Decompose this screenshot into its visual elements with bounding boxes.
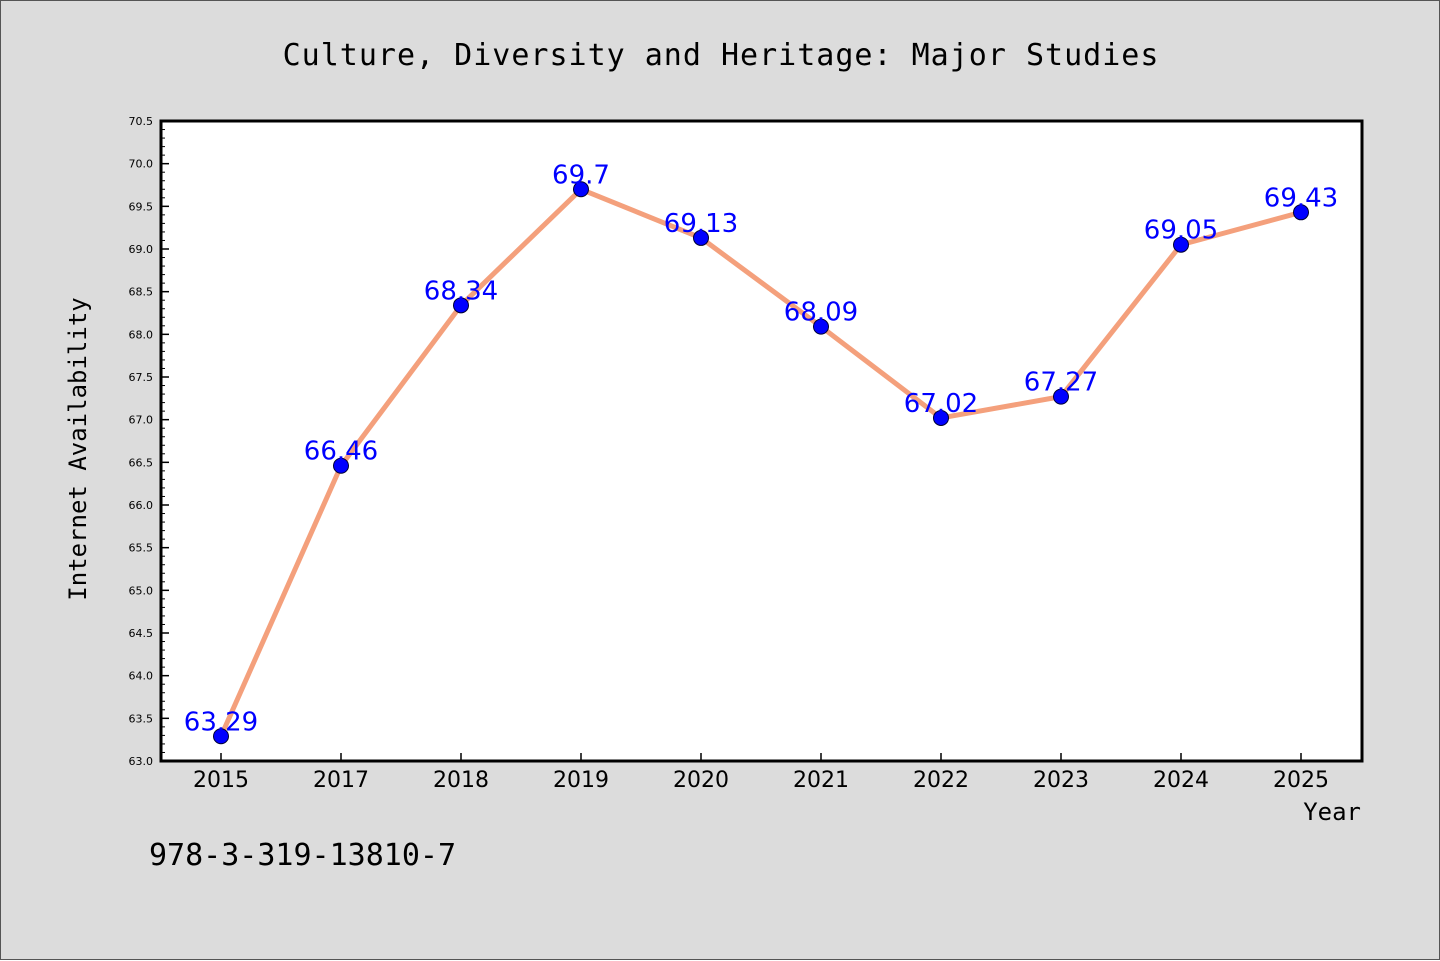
- data-label: 69.13: [664, 209, 738, 239]
- data-label: 66.46: [304, 437, 378, 467]
- data-point: [813, 318, 829, 335]
- data-point: [213, 728, 229, 745]
- x-tick-label: 2022: [913, 768, 969, 793]
- y-tick-label: 70.0: [129, 158, 154, 171]
- series-line: [218, 186, 1304, 739]
- y-tick-label: 66.0: [129, 499, 154, 512]
- x-tick-label: 2025: [1273, 768, 1329, 793]
- x-tick-label: 2021: [793, 768, 849, 793]
- x-tick-label: 2015: [193, 768, 249, 793]
- series-line-layer: [218, 186, 1304, 739]
- data-point: [453, 297, 469, 314]
- y-tick-label: 67.5: [129, 371, 154, 384]
- x-tick-label: 2024: [1153, 768, 1209, 793]
- isbn-footer: 978-3-319-13810-7: [149, 838, 456, 873]
- data-label: 68.09: [784, 298, 858, 328]
- data-point: [1053, 388, 1069, 405]
- y-axis-ticks: 63.0 63.5 64.0 64.5 65.0 65.5 66.0 66.5 67.0 67.5…: [129, 115, 169, 768]
- data-label-layer: 63.29 66.46 68.34 69.7 69.13 68.09 67.02 67.27 6…: [184, 160, 1338, 737]
- x-tick-label: 2023: [1033, 768, 1089, 793]
- y-tick-label: 67.0: [129, 414, 154, 427]
- x-tick-label: 2020: [673, 768, 729, 793]
- y-tick-label: 63.5: [129, 712, 154, 725]
- chart-title: Culture, Diversity and Heritage: Major S…: [283, 38, 1160, 73]
- data-point: [573, 181, 589, 198]
- data-label: 68.34: [424, 276, 498, 306]
- y-tick-label: 65.5: [129, 542, 154, 555]
- plot-border: [159, 119, 1364, 763]
- data-point: [333, 457, 349, 474]
- data-label: 67.02: [904, 389, 978, 419]
- y-tick-label: 66.5: [129, 456, 154, 469]
- marker-layer: [213, 181, 1309, 745]
- data-point: [693, 229, 709, 246]
- y-tick-label: 65.0: [129, 584, 154, 597]
- data-label: 69.05: [1144, 216, 1218, 246]
- data-label: 63.29: [184, 707, 258, 737]
- x-tick-label: 2019: [553, 768, 609, 793]
- data-label: 69.7: [552, 160, 610, 190]
- data-label: 69.43: [1264, 183, 1338, 213]
- data-point: [1173, 236, 1189, 253]
- data-point: [1293, 204, 1309, 221]
- x-tick-label: 2017: [313, 768, 369, 793]
- x-axis-ticks: 2015 2017 2018 2019 2020 2021 2022 2023 2024 2025: [193, 753, 1329, 793]
- y-tick-label: 68.0: [129, 328, 154, 341]
- x-axis-label: Year: [1303, 798, 1361, 826]
- y-axis-label: Internet Availability: [64, 297, 92, 600]
- y-tick-label: 68.5: [129, 286, 154, 299]
- data-point: [933, 409, 949, 426]
- y-tick-label: 70.5: [129, 115, 154, 128]
- x-tick-label: 2018: [433, 768, 489, 793]
- y-tick-label: 63.0: [129, 755, 154, 768]
- y-tick-label: 69.5: [129, 200, 154, 213]
- data-label: 67.27: [1024, 368, 1098, 398]
- y-tick-label: 64.0: [129, 670, 154, 683]
- y-tick-label: 69.0: [129, 243, 154, 256]
- y-tick-label: 64.5: [129, 627, 154, 640]
